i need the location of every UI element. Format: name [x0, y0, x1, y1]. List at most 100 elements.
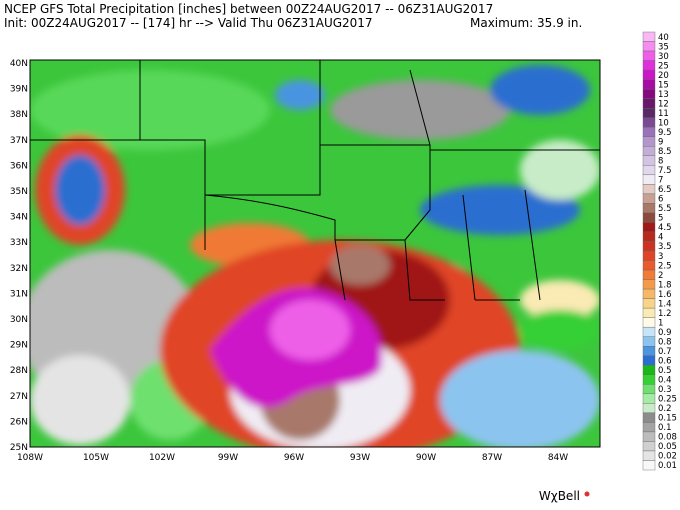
- colorbar-label: 35: [658, 42, 669, 52]
- colorbar-swatch: [642, 346, 656, 356]
- colorbar-swatch: [642, 441, 656, 452]
- colorbar-swatch: [642, 326, 656, 337]
- colorbar-label: 8.5: [658, 147, 672, 157]
- colorbar-label: 0.8: [658, 337, 672, 347]
- colorbar-swatch: [642, 403, 656, 414]
- colorbar-swatch: [642, 184, 656, 195]
- colorbar-label: 0.02: [658, 452, 677, 462]
- colorbar-swatch: [642, 155, 656, 166]
- latitude-label: 28N: [10, 366, 28, 376]
- colorbar-label: 12: [658, 99, 669, 109]
- colorbar-label: 0.5: [658, 366, 672, 376]
- colorbar-swatch: [642, 203, 656, 214]
- colorbar-swatch: [642, 288, 656, 299]
- colorbar-label: 1: [658, 318, 663, 328]
- colorbar-label: 9.5: [658, 128, 672, 138]
- latitude-label: 40N: [10, 59, 28, 69]
- colorbar-label: 5.5: [658, 204, 672, 214]
- latitude-label: 34N: [10, 213, 28, 223]
- colorbar-label: 40: [658, 33, 669, 43]
- colorbar-label: 7.5: [658, 166, 672, 176]
- map-frame: [29, 59, 601, 448]
- colorbar-label: 0.08: [658, 433, 677, 443]
- colorbar-label: 3: [658, 252, 663, 262]
- latitude-label: 33N: [10, 238, 28, 248]
- colorbar-swatch: [642, 212, 656, 223]
- colorbar-swatch: [642, 69, 656, 80]
- colorbar-swatch: [642, 431, 656, 442]
- latitude-label: 25N: [10, 443, 28, 453]
- colorbar-swatch: [642, 317, 656, 328]
- colorbar-swatch: [642, 384, 656, 395]
- colorbar-swatch: [642, 231, 656, 242]
- longitude-label: 87W: [482, 453, 502, 463]
- latitude-label: 31N: [10, 289, 28, 299]
- longitude-label: 105W: [83, 453, 109, 463]
- colorbar-label: 6.5: [658, 185, 672, 195]
- colorbar-swatch: [642, 279, 656, 290]
- colorbar-label: 2.5: [658, 261, 672, 271]
- latitude-label: 35N: [10, 187, 28, 197]
- colorbar-label: 0.7: [658, 347, 672, 357]
- colorbar-label: 5: [658, 214, 663, 224]
- colorbar-swatch: [642, 298, 656, 309]
- colorbar-swatch: [642, 460, 656, 471]
- latitude-label: 39N: [10, 85, 28, 95]
- colorbar: 403530252015131211109.598.587.576.565.55…: [642, 31, 677, 471]
- colorbar-swatch: [642, 60, 656, 71]
- colorbar-label: 2: [658, 271, 663, 281]
- longitude-label: 93W: [350, 453, 370, 463]
- subtitle: Init: 00Z24AUG2017 -- [174] hr --> Valid…: [4, 16, 373, 30]
- colorbar-label: 3.5: [658, 242, 672, 252]
- colorbar-swatch: [642, 107, 656, 118]
- colorbar-label: 11: [658, 109, 669, 119]
- colorbar-swatch: [642, 50, 656, 61]
- colorbar-swatch: [642, 393, 656, 404]
- colorbar-swatch: [642, 250, 656, 261]
- longitude-label: 84W: [548, 453, 568, 463]
- longitude-label: 102W: [149, 453, 175, 463]
- latitude-label: 30N: [10, 315, 28, 325]
- colorbar-label: 13: [658, 90, 669, 100]
- colorbar-label: 0.2: [658, 404, 672, 414]
- colorbar-swatch: [642, 136, 656, 147]
- colorbar-swatch: [642, 412, 656, 423]
- colorbar-label: 15: [658, 80, 669, 90]
- longitude-label: 108W: [17, 453, 43, 463]
- colorbar-label: 4.5: [658, 223, 672, 233]
- colorbar-swatch: [642, 88, 656, 99]
- longitude-label: 90W: [416, 453, 436, 463]
- colorbar-label: 0.4: [658, 376, 672, 386]
- precipitation-map: [30, 60, 600, 447]
- colorbar-swatch: [642, 117, 656, 128]
- colorbar-label: 6: [658, 195, 663, 205]
- colorbar-swatch: [642, 336, 656, 347]
- colorbar-label: 0.05: [658, 442, 677, 452]
- latitude-label: 37N: [10, 136, 28, 146]
- colorbar-label: 9: [658, 138, 663, 148]
- longitude-label: 99W: [218, 453, 238, 463]
- colorbar-label: 30: [658, 52, 669, 62]
- colorbar-swatch: [642, 79, 656, 90]
- colorbar-swatch: [642, 127, 656, 137]
- latitude-label: 38N: [10, 110, 28, 120]
- colorbar-swatch: [642, 374, 656, 385]
- colorbar-swatch: [642, 165, 656, 176]
- latitude-label: 29N: [10, 341, 28, 351]
- colorbar-label: 1.4: [658, 299, 672, 309]
- colorbar-swatch: [642, 98, 656, 109]
- colorbar-swatch: [642, 222, 656, 233]
- colorbar-label: 20: [658, 71, 669, 81]
- colorbar-swatch: [642, 450, 656, 461]
- colorbar-swatch: [642, 174, 656, 185]
- colorbar-swatch: [642, 146, 656, 156]
- colorbar-label: 10: [658, 118, 669, 128]
- logo: WχBell: [539, 489, 580, 503]
- colorbar-swatch: [642, 355, 656, 366]
- colorbar-label: 0.1: [658, 423, 672, 433]
- colorbar-label: 0.01: [658, 461, 677, 471]
- latitude-label: 36N: [10, 161, 28, 171]
- colorbar-label: 0.9: [658, 328, 672, 338]
- colorbar-label: 0.15: [658, 414, 677, 424]
- colorbar-swatch: [642, 365, 656, 375]
